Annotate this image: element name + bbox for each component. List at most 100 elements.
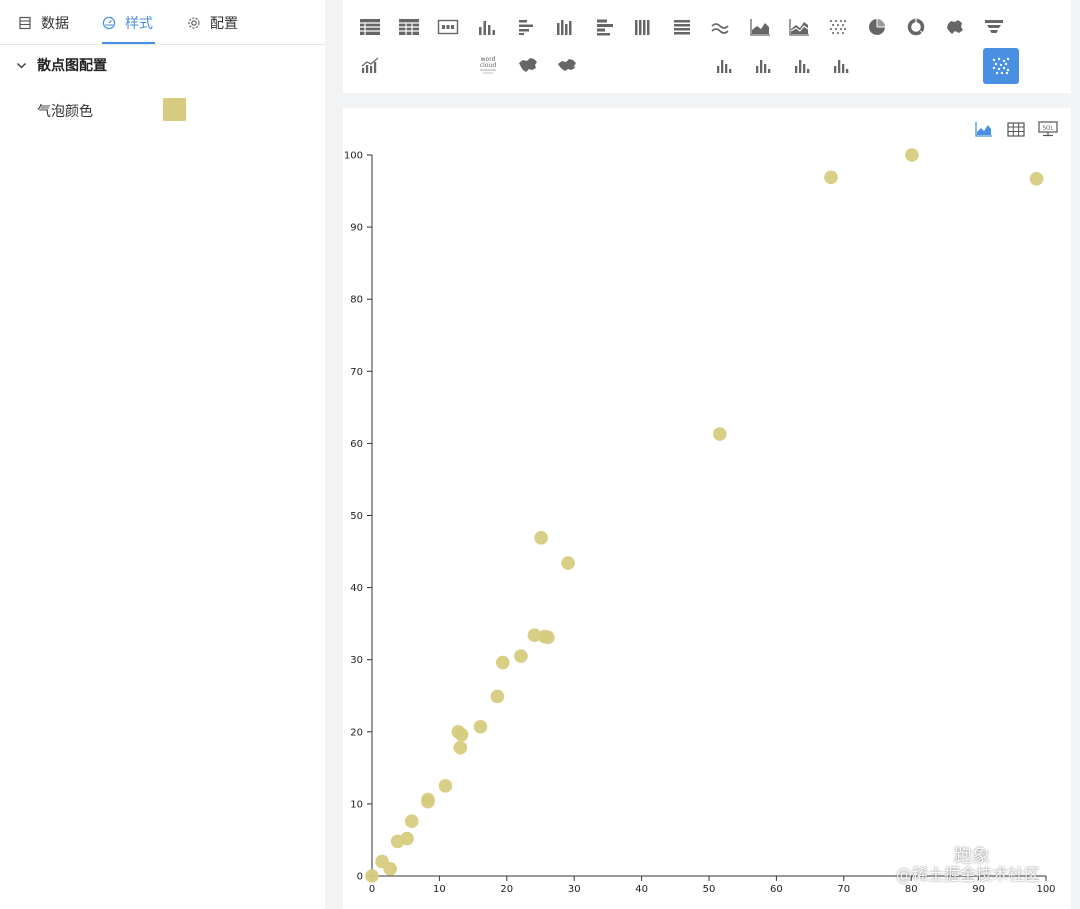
dot-matrix-icon <box>829 19 847 35</box>
x-tick-label: 60 <box>770 884 783 895</box>
y-tick-label: 80 <box>350 295 363 306</box>
y-tick-label: 50 <box>350 511 363 522</box>
chart-type-china-map[interactable] <box>513 50 543 80</box>
chart-type-pivot-table[interactable] <box>394 12 424 42</box>
x-tick-label: 0 <box>369 884 375 895</box>
pie-chart-icon <box>869 19 885 35</box>
chart-type-map[interactable] <box>940 12 970 42</box>
bar-chart-small-2-icon <box>756 60 771 73</box>
scatter-point <box>824 170 838 185</box>
x-tick-label: 70 <box>837 884 850 895</box>
watermark-line2: @稀土掘金技术社区 <box>896 865 1041 884</box>
chart-type-bar-small-4[interactable] <box>827 50 857 80</box>
stacked-horizontal-bar-icon <box>597 19 613 36</box>
chart-view-icon <box>975 121 992 137</box>
chart-type-scatter[interactable] <box>983 48 1019 84</box>
horizontal-bar-icon <box>519 20 533 35</box>
chart-type-number-card[interactable] <box>433 12 463 42</box>
chart-type-wave-line[interactable] <box>706 12 736 42</box>
y-tick-label: 0 <box>357 872 363 883</box>
stacked-area-icon <box>789 19 809 36</box>
chart-type-bar[interactable] <box>472 12 502 42</box>
tab-data-label: 数据 <box>41 15 69 32</box>
bar-chart-small-3-icon <box>795 60 810 73</box>
chart-type-donut[interactable] <box>901 12 931 42</box>
chart-type-grouped-bar[interactable] <box>550 12 580 42</box>
table-view-button[interactable] <box>1005 120 1027 138</box>
scatter-point <box>514 649 528 663</box>
wave-line-icon <box>711 23 729 34</box>
y-tick-label: 30 <box>350 655 363 666</box>
y-tick-label: 90 <box>350 223 363 234</box>
y-tick-label: 20 <box>350 727 363 738</box>
chart-type-table[interactable] <box>355 12 385 42</box>
scatter-chart-icon <box>992 57 1010 75</box>
chart-type-list[interactable] <box>667 12 697 42</box>
chart-type-bar-small-2[interactable] <box>749 50 779 80</box>
table-view-icon <box>1007 121 1025 137</box>
panel-tabs: 数据 样式 配置 <box>0 0 325 45</box>
tab-style[interactable]: 样式 <box>102 0 153 45</box>
scatter-point <box>421 792 435 807</box>
scatter-chart: 0 10 20 30 40 50 60 70 80 90 100 0 10 20 30 40 50 60 70 80 9… <box>344 148 1056 895</box>
table-icon <box>19 16 31 29</box>
section-title: 散点图配置 <box>37 58 107 74</box>
x-tick-label: 20 <box>500 884 513 895</box>
chart-type-horizontal-bar[interactable] <box>511 12 541 42</box>
number-card-icon <box>437 19 459 35</box>
scatter-point <box>712 427 727 441</box>
scatter-point <box>383 861 397 876</box>
y-tick-label: 10 <box>350 799 363 810</box>
scatter-config-section-toggle[interactable]: 散点图配置 <box>16 54 107 76</box>
map-icon <box>947 20 963 34</box>
chart-type-word-cloud[interactable]: word cloud <box>473 50 503 80</box>
scatter-point <box>400 831 414 846</box>
chart-type-china-map-alt[interactable] <box>552 50 582 80</box>
scatter-point <box>404 814 419 829</box>
scatter-point <box>438 779 453 793</box>
chart-type-bar-small-3[interactable] <box>788 50 818 80</box>
tab-config[interactable]: 配置 <box>187 0 238 45</box>
chart-type-area[interactable] <box>745 12 775 42</box>
chart-type-dot-matrix[interactable] <box>823 12 853 42</box>
area-chart-icon <box>750 19 770 36</box>
scatter-point <box>490 689 505 704</box>
tab-style-label: 样式 <box>125 15 153 32</box>
palette-icon <box>102 16 116 29</box>
watermark-line1: 跑象 <box>954 846 990 867</box>
x-tick-label: 10 <box>433 884 446 895</box>
scatter-point <box>541 630 555 645</box>
x-tick-label: 40 <box>635 884 648 895</box>
x-tick-label: 90 <box>972 884 985 895</box>
bubble-color-picker[interactable] <box>163 98 186 121</box>
scatter-point <box>1029 171 1044 186</box>
grouped-bar-icon <box>557 20 572 35</box>
combo-chart-icon <box>361 57 379 73</box>
sql-view-icon: SQL <box>1038 121 1058 137</box>
x-tick-label: 50 <box>703 884 716 895</box>
funnel-icon <box>985 20 1003 33</box>
scatter-point <box>365 869 379 883</box>
sql-view-button[interactable]: SQL <box>1037 120 1059 138</box>
china-map-icon <box>519 58 537 72</box>
chart-card <box>343 108 1071 909</box>
svg-text:word: word <box>481 56 496 63</box>
chart-type-funnel[interactable] <box>979 12 1009 42</box>
scatter-point <box>561 556 575 570</box>
settings-panel: 数据 样式 配置 散点 <box>0 0 325 909</box>
chart-type-stacked-area[interactable] <box>784 12 814 42</box>
bar-chart-small-1-icon <box>717 60 732 73</box>
column-stack-icon <box>635 20 650 35</box>
chart-type-stacked-horizontal-bar[interactable] <box>589 12 619 42</box>
chart-type-column-stack[interactable] <box>628 12 658 42</box>
chart-view-button[interactable] <box>973 120 995 138</box>
chart-type-combo[interactable] <box>355 50 385 80</box>
chevron-down-icon <box>17 62 26 68</box>
bubble-color-label: 气泡颜色 <box>37 104 93 120</box>
donut-chart-icon <box>907 18 925 36</box>
chart-type-pie[interactable] <box>862 12 892 42</box>
chart-type-bar-small-1[interactable] <box>710 50 740 80</box>
tab-data[interactable]: 数据 <box>18 0 69 45</box>
